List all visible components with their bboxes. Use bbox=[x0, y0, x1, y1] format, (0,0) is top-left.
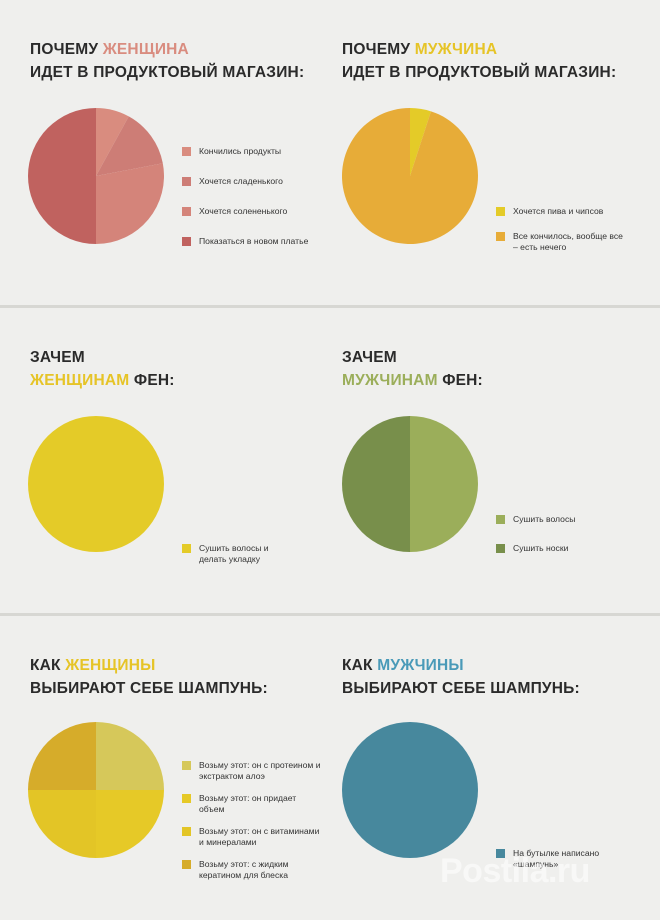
legend-swatch bbox=[496, 232, 505, 241]
legend-item: Возьму этот: он с протеином и экстрактом… bbox=[182, 760, 322, 782]
chart-title: Почему мужчина идет в продуктовый магази… bbox=[342, 41, 617, 81]
legend-label: Хочется солененького bbox=[199, 206, 288, 216]
legend-item: Кончились продукты bbox=[182, 146, 332, 157]
legend-swatch bbox=[496, 515, 505, 524]
legend: Сушить волосы и делать укладку bbox=[182, 543, 292, 565]
legend-swatch bbox=[182, 177, 191, 186]
pie-slice bbox=[28, 790, 96, 858]
pie-chart bbox=[342, 722, 478, 858]
legend-swatch bbox=[496, 207, 505, 216]
title-highlight: мужчины bbox=[377, 657, 464, 674]
legend-item: Возьму этот: с жидким кератином для блес… bbox=[182, 859, 322, 881]
legend-item: Сушить волосы bbox=[496, 514, 626, 525]
legend-label: Хочется сладенького bbox=[199, 176, 283, 186]
legend: Кончились продукты Хочется сладенького Хоч… bbox=[182, 146, 332, 247]
watermark-logo: Postila.ru bbox=[440, 852, 590, 890]
legend-swatch bbox=[182, 827, 191, 836]
chart-title: Как женщины выбирают себе шампунь: bbox=[30, 657, 268, 697]
legend-item: На бутылке написано «шампунь» bbox=[496, 848, 606, 870]
legend-swatch bbox=[182, 147, 191, 156]
legend-label: Возьму этот: он с витаминами и минералам… bbox=[199, 826, 320, 847]
pie-slice bbox=[410, 108, 432, 176]
pie-chart bbox=[28, 416, 164, 552]
legend: Хочется пива и чипсов Все кончилось, вооб… bbox=[496, 206, 624, 253]
pie-slice bbox=[28, 722, 96, 790]
legend: Сушить волосы Сушить носки bbox=[496, 514, 626, 554]
pie-slice bbox=[96, 116, 163, 176]
pie-slice bbox=[28, 416, 164, 552]
pie-slice bbox=[96, 163, 164, 244]
legend-swatch bbox=[182, 761, 191, 770]
legend-item: Возьму этот: он придает объем bbox=[182, 793, 322, 815]
chart-title: Зачем женщинам фен: bbox=[30, 349, 175, 389]
legend-label: Кончились продукты bbox=[199, 146, 282, 156]
pie-slice bbox=[342, 416, 410, 552]
chart-title: Зачем мужчинам фен: bbox=[342, 349, 483, 389]
chart-title: Как мужчины выбирают себе шампунь: bbox=[342, 657, 580, 697]
legend-item: Сушить волосы и делать укладку bbox=[182, 543, 292, 565]
title-highlight: женщинам bbox=[30, 372, 130, 389]
legend-swatch bbox=[182, 794, 191, 803]
pie-slice bbox=[28, 108, 96, 244]
legend-swatch bbox=[182, 207, 191, 216]
legend-label: Сушить волосы bbox=[513, 514, 576, 524]
legend-label: Показаться в новом платье bbox=[199, 236, 309, 246]
title-highlight: женщина bbox=[102, 41, 189, 58]
pie-chart bbox=[28, 108, 164, 244]
pie-chart bbox=[28, 722, 164, 858]
pie-slice bbox=[342, 722, 478, 858]
legend-item: Сушить носки bbox=[496, 543, 626, 554]
pie-slice bbox=[96, 108, 129, 176]
title-highlight: мужчина bbox=[414, 41, 498, 58]
legend-label: Все кончилось, вообще все – есть нечего bbox=[513, 231, 623, 252]
legend-label: Возьму этот: он придает объем bbox=[199, 793, 297, 814]
legend-swatch bbox=[496, 544, 505, 553]
legend-label: Сушить волосы и делать укладку bbox=[199, 543, 269, 564]
legend: На бутылке написано «шампунь» bbox=[496, 848, 606, 870]
title-highlight: женщины bbox=[65, 657, 156, 674]
legend-swatch bbox=[182, 860, 191, 869]
legend-item: Хочется сладенького bbox=[182, 176, 332, 187]
legend: Возьму этот: он с протеином и экстрактом… bbox=[182, 760, 322, 881]
pie-slice bbox=[410, 416, 478, 552]
pie-chart bbox=[342, 416, 478, 552]
legend-label: Сушить носки bbox=[513, 543, 569, 553]
legend-label: Возьму этот: он с протеином и экстрактом… bbox=[199, 760, 321, 781]
pie-chart bbox=[342, 108, 478, 244]
legend-swatch bbox=[182, 544, 191, 553]
title-highlight: мужчинам bbox=[342, 372, 438, 389]
legend-item: Все кончилось, вообще все – есть нечего bbox=[496, 231, 624, 253]
legend-swatch bbox=[496, 849, 505, 858]
legend-item: Показаться в новом платье bbox=[182, 236, 332, 247]
legend-item: Хочется пива и чипсов bbox=[496, 206, 624, 217]
legend-item: Хочется солененького bbox=[182, 206, 332, 217]
legend-item: Возьму этот: он с витаминами и минералам… bbox=[182, 826, 322, 848]
pie-slice bbox=[96, 790, 164, 858]
legend-label: Хочется пива и чипсов bbox=[513, 206, 604, 216]
band-separator bbox=[0, 613, 660, 616]
legend-label: На бутылке написано «шампунь» bbox=[513, 848, 600, 869]
legend-swatch bbox=[182, 237, 191, 246]
legend-label: Возьму этот: с жидким кератином для блес… bbox=[199, 859, 289, 880]
band-separator bbox=[0, 305, 660, 308]
pie-slice bbox=[342, 108, 478, 244]
pie-slice bbox=[96, 722, 164, 790]
chart-title: Почему женщина идет в продуктовый магази… bbox=[30, 41, 305, 81]
